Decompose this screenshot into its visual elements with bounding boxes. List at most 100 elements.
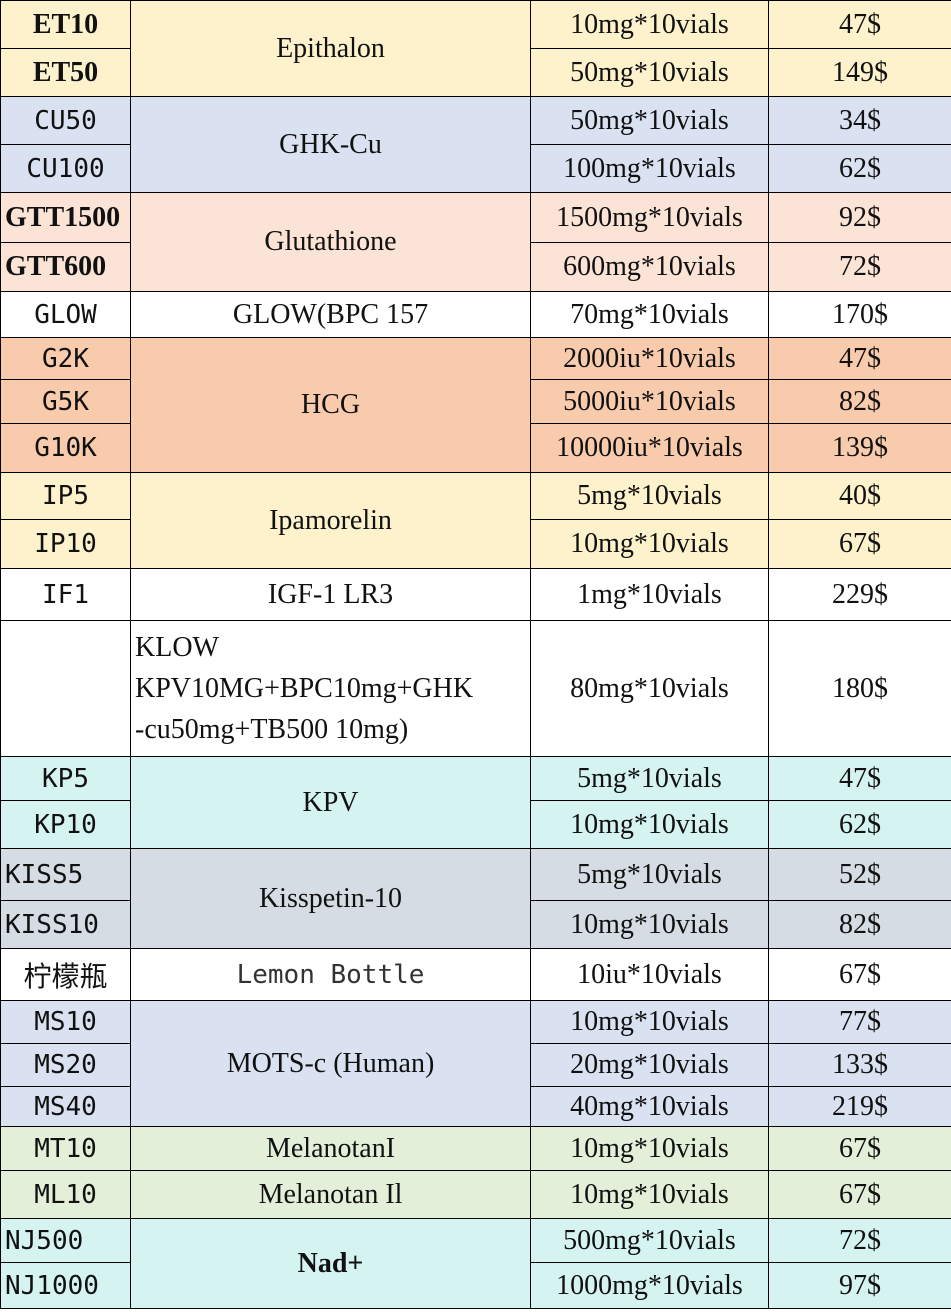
table-row: NJ500 Nad+ 500mg*10vials 72$: [0, 1218, 951, 1309]
product-quantity: 600mg*10vials: [530, 242, 769, 292]
product-name: HCG: [130, 337, 531, 473]
product-price: 47$: [768, 337, 951, 380]
table-row: CU50 GHK-Cu 50mg*10vials 34$: [0, 96, 951, 193]
product-price: 62$: [768, 144, 951, 193]
table-row: ML10 Melanotan Il 10mg*10vials 67$: [0, 1170, 951, 1219]
table-row: MT10 MelanotanI 10mg*10vials 67$: [0, 1126, 951, 1171]
product-quantity: 20mg*10vials: [530, 1043, 769, 1087]
product-price: 139$: [768, 423, 951, 473]
product-quantity: 10000iu*10vials: [530, 423, 769, 473]
product-code: NJ500: [0, 1218, 131, 1263]
product-code: ET50: [0, 48, 131, 97]
product-price: 229$: [768, 568, 951, 621]
product-code: GTT600: [0, 242, 131, 292]
product-name: Melanotan Il: [130, 1170, 531, 1219]
table-row: KISS5 Kisspetin-10 5mg*10vials 52$: [0, 848, 951, 949]
product-quantity: 500mg*10vials: [530, 1218, 769, 1263]
product-price: 62$: [768, 800, 951, 849]
product-quantity: 1500mg*10vials: [530, 192, 769, 243]
product-code: KP10: [0, 800, 131, 849]
product-quantity: 80mg*10vials: [530, 620, 769, 757]
product-quantity: 10iu*10vials: [530, 948, 769, 1001]
product-name: Epithalon: [130, 0, 531, 97]
product-code: MS10: [0, 1000, 131, 1044]
product-price: 149$: [768, 48, 951, 97]
product-price: 40$: [768, 472, 951, 520]
product-quantity: 10mg*10vials: [530, 1000, 769, 1044]
table-row: IP5 Ipamorelin 5mg*10vials 40$: [0, 472, 951, 569]
product-price: 34$: [768, 96, 951, 145]
product-name: KLOW KPV10MG+BPC10mg+GHK -cu50mg+TB500 1…: [130, 620, 531, 757]
product-quantity: 2000iu*10vials: [530, 337, 769, 380]
product-quantity: 10mg*10vials: [530, 1126, 769, 1171]
product-code: NJ1000: [0, 1262, 131, 1309]
product-quantity: 1mg*10vials: [530, 568, 769, 621]
product-code: CU100: [0, 144, 131, 193]
product-name: Ipamorelin: [130, 472, 531, 569]
product-name-line: KLOW: [135, 632, 219, 663]
table-row: ET10 Epithalon 10mg*10vials 47$: [0, 0, 951, 97]
table-row: 柠檬瓶 Lemon Bottle 10iu*10vials 67$: [0, 948, 951, 1001]
product-code: KP5: [0, 756, 131, 801]
product-price: 82$: [768, 379, 951, 424]
product-price: 67$: [768, 1170, 951, 1219]
product-quantity: 100mg*10vials: [530, 144, 769, 193]
product-code: 柠檬瓶: [0, 948, 131, 1001]
table-row: G2K HCG 2000iu*10vials 47$: [0, 337, 951, 473]
product-quantity: 5mg*10vials: [530, 848, 769, 901]
product-quantity: 5mg*10vials: [530, 472, 769, 520]
product-name: Kisspetin-10: [130, 848, 531, 949]
product-price: 47$: [768, 0, 951, 49]
product-code: ET10: [0, 0, 131, 49]
product-quantity: 10mg*10vials: [530, 800, 769, 849]
product-price: 133$: [768, 1043, 951, 1087]
product-code: GLOW: [0, 291, 131, 338]
product-code: CU50: [0, 96, 131, 145]
product-code: MT10: [0, 1126, 131, 1171]
product-name: MOTS-c (Human): [130, 1000, 531, 1127]
product-name-line: KPV10MG+BPC10mg+GHK: [135, 673, 474, 704]
product-quantity: 1000mg*10vials: [530, 1262, 769, 1309]
product-code: KISS5: [0, 848, 131, 901]
product-code: ML10: [0, 1170, 131, 1219]
product-name: KPV: [130, 756, 531, 849]
product-quantity: 10mg*10vials: [530, 1170, 769, 1219]
product-price: 67$: [768, 948, 951, 1001]
product-quantity: 50mg*10vials: [530, 96, 769, 145]
product-price: 82$: [768, 900, 951, 949]
product-code: G5K: [0, 379, 131, 424]
product-code: MS40: [0, 1086, 131, 1127]
product-quantity: 10mg*10vials: [530, 900, 769, 949]
product-quantity: 40mg*10vials: [530, 1086, 769, 1127]
table-row: KLOW KPV10MG+BPC10mg+GHK -cu50mg+TB500 1…: [0, 620, 951, 757]
product-quantity: 10mg*10vials: [530, 0, 769, 49]
product-name: GLOW(BPC 157: [130, 291, 531, 338]
product-code: MS20: [0, 1043, 131, 1087]
product-name: MelanotanI: [130, 1126, 531, 1171]
product-price: 72$: [768, 1218, 951, 1263]
product-quantity: 10mg*10vials: [530, 519, 769, 569]
product-price: 47$: [768, 756, 951, 801]
product-name: IGF-1 LR3: [130, 568, 531, 621]
table-row: MS10 MOTS-c (Human) 10mg*10vials 77$: [0, 1000, 951, 1127]
product-name: Lemon Bottle: [130, 948, 531, 1001]
product-quantity: 5mg*10vials: [530, 756, 769, 801]
product-name: Nad+: [130, 1218, 531, 1309]
product-code: GTT1500: [0, 192, 131, 243]
product-price: 219$: [768, 1086, 951, 1127]
product-name-line: -cu50mg+TB500 10mg): [135, 714, 409, 745]
product-price: 97$: [768, 1262, 951, 1309]
product-price: 180$: [768, 620, 951, 757]
product-code: G10K: [0, 423, 131, 473]
product-code: IF1: [0, 568, 131, 621]
table-row: MS20 20mg*10vials 133$: [0, 1043, 951, 1087]
product-quantity: 50mg*10vials: [530, 48, 769, 97]
product-price: 67$: [768, 1126, 951, 1171]
table-row: GTT1500 Glutathione 1500mg*10vials 92$: [0, 192, 951, 292]
product-name: Glutathione: [130, 192, 531, 292]
product-code: G2K: [0, 337, 131, 380]
table-row: KP5 KPV 5mg*10vials 47$: [0, 756, 951, 849]
table-row: IF1 IGF-1 LR3 1mg*10vials 229$: [0, 568, 951, 621]
product-code: KISS10: [0, 900, 131, 949]
